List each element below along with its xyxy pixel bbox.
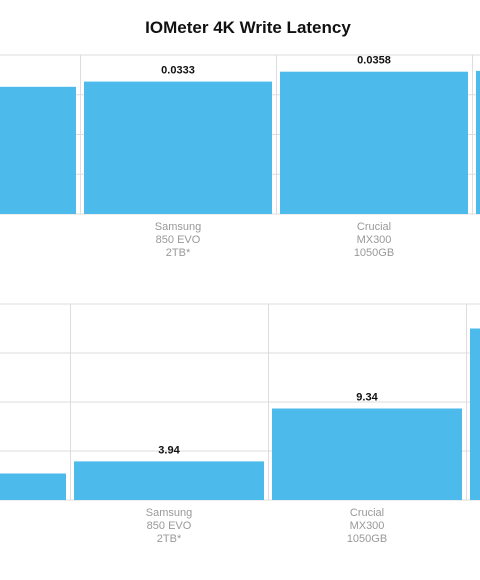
bar-2 <box>84 81 272 214</box>
bar-1 <box>0 473 66 500</box>
bar-value-label: 0.0333 <box>161 65 195 77</box>
category-label: Samsung <box>155 221 201 233</box>
bar-value-label: 9.34 <box>356 392 378 404</box>
category-label: Crucial <box>357 221 391 233</box>
chart-title: IOMeter 4K Write Latency <box>145 18 351 37</box>
category-label: 2TB* <box>157 533 182 545</box>
category-label: 850 EVO <box>147 520 192 532</box>
category-label: Crucial <box>350 507 384 519</box>
category-label: 850 EVO <box>156 234 201 246</box>
bar-4 <box>476 70 480 215</box>
category-label: MX300 <box>350 520 385 532</box>
bar-value-label: 0.0358 <box>357 55 391 67</box>
bar-2 <box>74 461 264 500</box>
category-label: Samsung <box>146 507 192 519</box>
bar-value-label: 3.94 <box>158 444 180 456</box>
bar-4 <box>470 328 480 500</box>
category-label: 1050GB <box>354 247 394 259</box>
category-label: 1050GB <box>347 533 387 545</box>
category-label: 2TB* <box>166 247 191 259</box>
category-label: MX300 <box>357 234 392 246</box>
bar-3 <box>280 71 468 214</box>
bar-1 <box>0 86 76 214</box>
bar-3 <box>272 408 462 500</box>
